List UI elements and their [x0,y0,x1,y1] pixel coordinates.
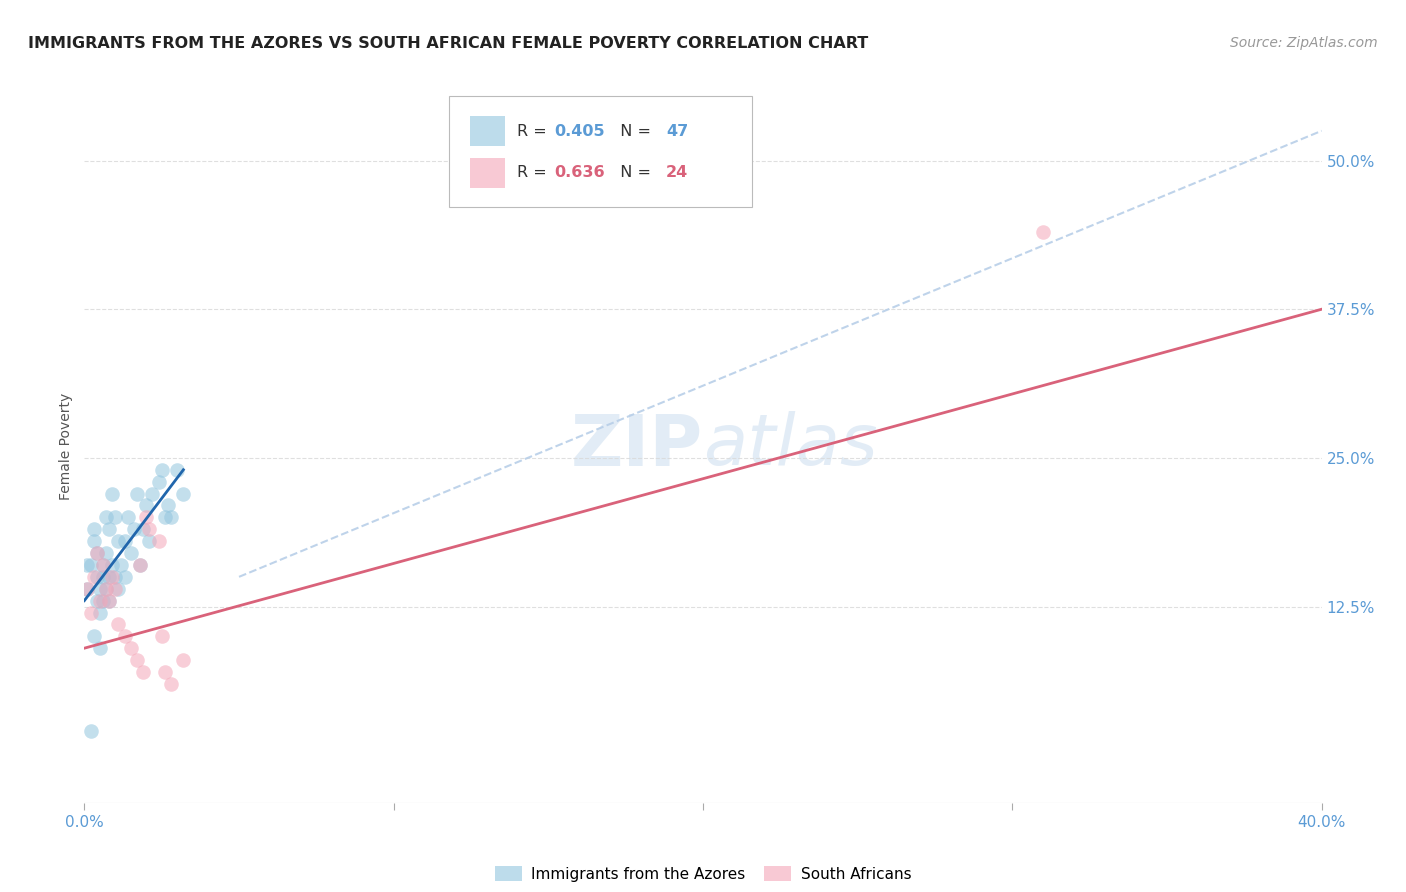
Point [160,677,183,691]
Point [104,510,127,524]
Point [114,534,136,549]
Text: atlas: atlas [703,411,877,481]
Point [86,570,108,584]
Point [153,665,176,679]
Point [79,558,101,572]
Point [138,534,160,549]
Point [172,486,194,500]
Point [129,558,152,572]
Y-axis label: Female Poverty: Female Poverty [59,392,73,500]
Point [91,570,114,584]
Point [94,582,117,596]
Point [138,522,160,536]
Point [83,522,105,536]
Legend: Immigrants from the Azores, South Africans: Immigrants from the Azores, South Africa… [489,860,917,888]
Point [141,486,163,500]
Point [89,593,111,607]
Point [98,593,121,607]
Text: N =: N = [610,124,657,139]
Point [104,570,127,584]
Text: 0.636: 0.636 [554,165,605,180]
Point [101,558,124,572]
Point [160,510,183,524]
Text: 0.405: 0.405 [554,124,605,139]
Text: R =: R = [517,124,553,139]
Point [86,593,108,607]
Point [107,617,129,632]
Point [98,522,121,536]
Text: IMMIGRANTS FROM THE AZORES VS SOUTH AFRICAN FEMALE POVERTY CORRELATION CHART: IMMIGRANTS FROM THE AZORES VS SOUTH AFRI… [28,36,869,51]
Point [107,534,129,549]
Point [89,582,111,596]
Point [132,522,155,536]
Point [148,475,170,489]
Point [83,534,105,549]
Point [125,653,148,667]
Point [122,522,145,536]
Point [153,510,176,524]
Text: R =: R = [517,165,553,180]
Point [120,546,142,560]
Point [98,570,121,584]
Point [91,558,114,572]
Point [101,570,124,584]
Point [89,606,111,620]
Point [94,546,117,560]
Point [117,510,139,524]
Point [101,486,124,500]
Point [150,629,173,643]
Point [114,570,136,584]
Point [150,463,173,477]
Point [1032,225,1054,239]
Point [86,546,108,560]
Point [129,558,152,572]
Point [94,582,117,596]
Point [94,510,117,524]
Point [86,546,108,560]
Text: N =: N = [610,165,657,180]
Point [110,558,132,572]
Point [91,593,114,607]
Point [89,641,111,656]
Point [135,510,157,524]
Point [166,463,188,477]
Point [104,582,127,596]
Point [79,606,101,620]
FancyBboxPatch shape [471,116,505,146]
Point [135,499,157,513]
Point [120,641,142,656]
Point [172,653,194,667]
Point [98,593,121,607]
Point [125,486,148,500]
Point [132,665,155,679]
Point [114,629,136,643]
Point [148,534,170,549]
Text: ZIP: ZIP [571,411,703,481]
Text: 24: 24 [666,165,688,180]
Point [91,558,114,572]
FancyBboxPatch shape [471,158,505,187]
Point [83,570,105,584]
Point [76,558,98,572]
Point [79,724,101,739]
Point [83,629,105,643]
Point [156,499,179,513]
FancyBboxPatch shape [450,96,752,207]
Point [107,582,129,596]
Text: Source: ZipAtlas.com: Source: ZipAtlas.com [1230,36,1378,50]
Text: 47: 47 [666,124,688,139]
Point [76,582,98,596]
Point [76,582,98,596]
